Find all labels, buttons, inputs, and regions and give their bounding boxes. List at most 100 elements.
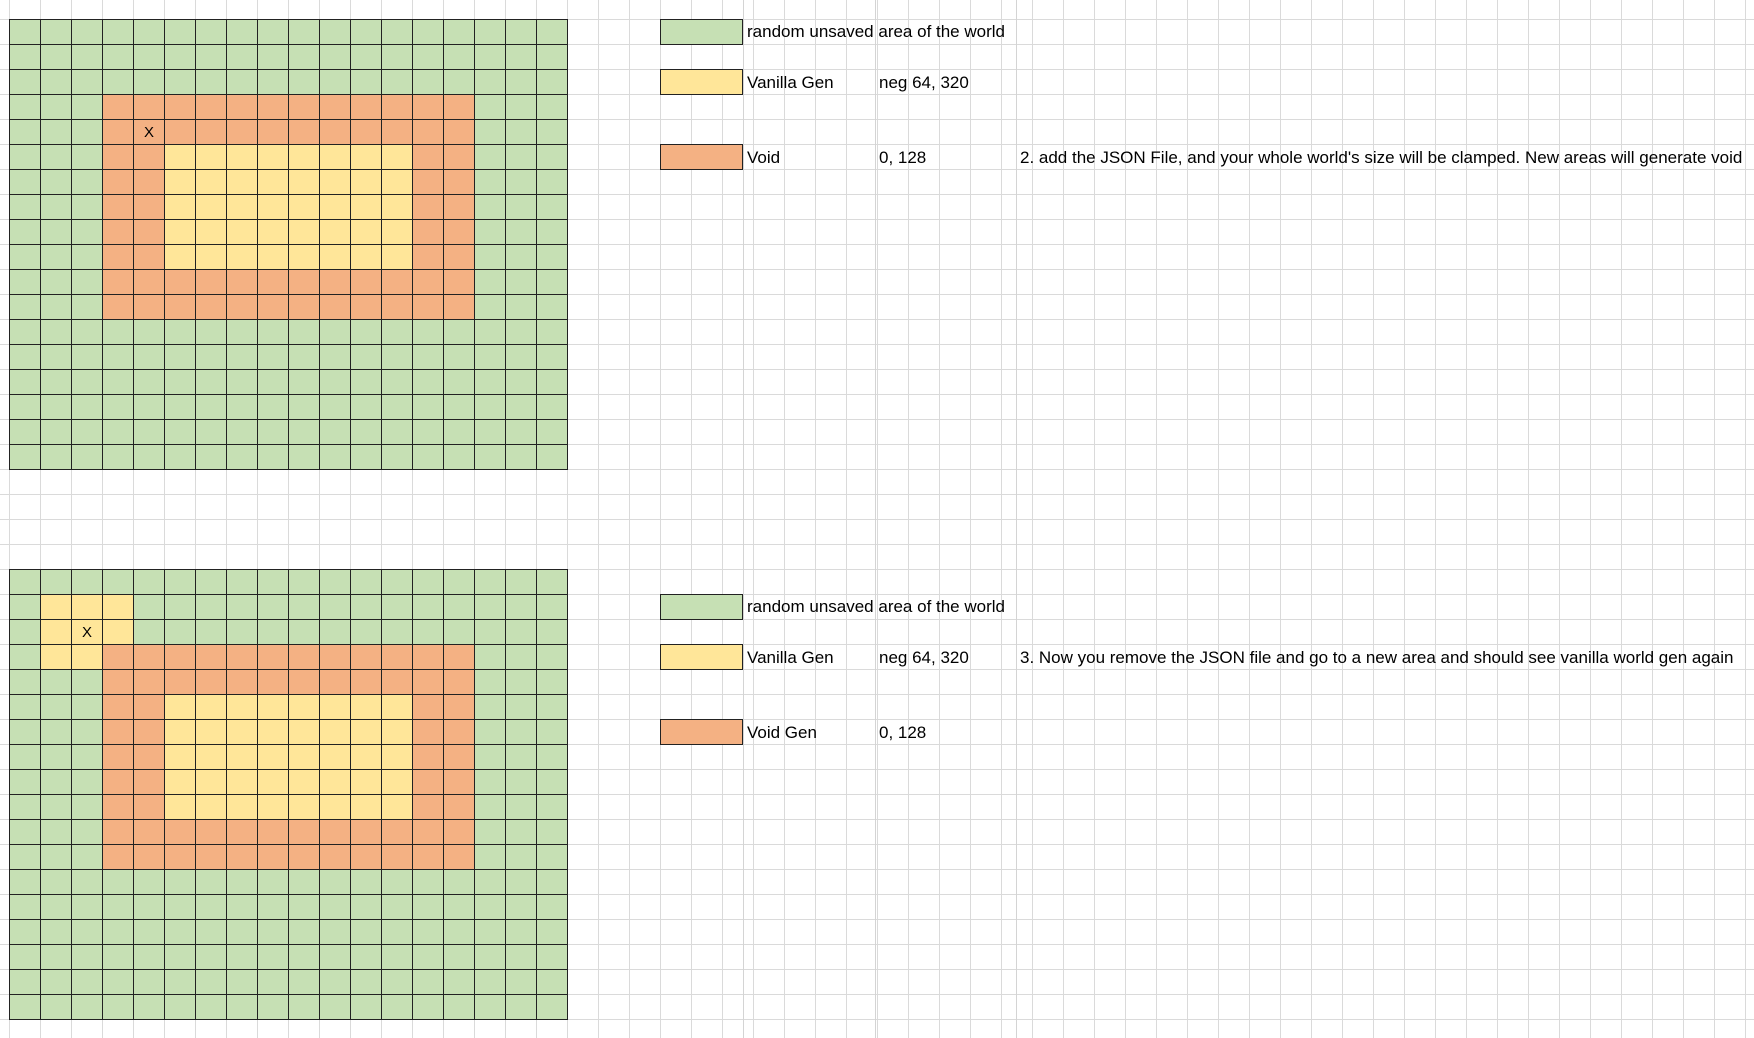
legend-swatch-unsaved	[660, 594, 743, 620]
vanilla-chunk	[382, 770, 413, 795]
unsaved-chunk	[351, 395, 382, 420]
unsaved-chunk	[537, 295, 568, 320]
unsaved-chunk	[72, 20, 103, 45]
vanilla-chunk	[289, 795, 320, 820]
unsaved-chunk	[537, 370, 568, 395]
unsaved-chunk	[165, 870, 196, 895]
void-chunk	[134, 145, 165, 170]
void-chunk	[258, 645, 289, 670]
unsaved-chunk	[10, 570, 41, 595]
unsaved-chunk	[41, 995, 72, 1020]
vanilla-chunk	[196, 795, 227, 820]
unsaved-chunk	[444, 345, 475, 370]
unsaved-chunk	[475, 245, 506, 270]
unsaved-chunk	[227, 70, 258, 95]
void-chunk	[444, 795, 475, 820]
unsaved-chunk	[413, 945, 444, 970]
unsaved-chunk	[134, 420, 165, 445]
unsaved-chunk	[72, 220, 103, 245]
unsaved-chunk	[444, 870, 475, 895]
unsaved-chunk	[506, 245, 537, 270]
void-chunk	[413, 220, 444, 245]
vanilla-chunk	[227, 695, 258, 720]
unsaved-chunk	[351, 970, 382, 995]
unsaved-chunk	[258, 595, 289, 620]
void-chunk	[165, 295, 196, 320]
void-chunk	[103, 145, 134, 170]
vanilla-chunk	[289, 770, 320, 795]
vanilla-chunk	[351, 695, 382, 720]
unsaved-chunk	[289, 920, 320, 945]
unsaved-chunk	[413, 395, 444, 420]
unsaved-chunk	[41, 895, 72, 920]
vanilla-chunk	[320, 195, 351, 220]
unsaved-chunk	[289, 570, 320, 595]
unsaved-chunk	[537, 695, 568, 720]
unsaved-chunk	[10, 645, 41, 670]
unsaved-chunk	[10, 820, 41, 845]
unsaved-chunk	[289, 945, 320, 970]
unsaved-chunk	[320, 20, 351, 45]
unsaved-chunk	[537, 945, 568, 970]
unsaved-chunk	[258, 570, 289, 595]
unsaved-chunk	[41, 845, 72, 870]
unsaved-chunk	[103, 20, 134, 45]
void-chunk	[413, 295, 444, 320]
unsaved-chunk	[103, 995, 134, 1020]
unsaved-chunk	[413, 45, 444, 70]
unsaved-chunk	[382, 895, 413, 920]
unsaved-chunk	[10, 220, 41, 245]
void-chunk	[134, 295, 165, 320]
unsaved-chunk	[41, 320, 72, 345]
vanilla-chunk	[289, 695, 320, 720]
vanilla-chunk	[351, 245, 382, 270]
unsaved-chunk	[475, 295, 506, 320]
unsaved-chunk	[351, 620, 382, 645]
unsaved-chunk	[72, 770, 103, 795]
unsaved-chunk	[444, 320, 475, 345]
void-chunk	[134, 695, 165, 720]
void-chunk	[289, 120, 320, 145]
void-chunk	[103, 695, 134, 720]
unsaved-chunk	[537, 995, 568, 1020]
unsaved-chunk	[506, 45, 537, 70]
unsaved-chunk	[506, 445, 537, 470]
unsaved-chunk	[351, 895, 382, 920]
unsaved-chunk	[506, 695, 537, 720]
unsaved-chunk	[475, 70, 506, 95]
unsaved-chunk	[227, 445, 258, 470]
unsaved-chunk	[537, 645, 568, 670]
void-chunk	[103, 120, 134, 145]
void-chunk	[444, 845, 475, 870]
unsaved-chunk	[10, 870, 41, 895]
vanilla-chunk	[258, 795, 289, 820]
unsaved-chunk	[227, 970, 258, 995]
void-chunk	[165, 820, 196, 845]
unsaved-chunk	[475, 420, 506, 445]
void-chunk	[382, 645, 413, 670]
unsaved-chunk	[537, 120, 568, 145]
unsaved-chunk	[41, 45, 72, 70]
unsaved-chunk	[475, 195, 506, 220]
unsaved-chunk	[475, 370, 506, 395]
unsaved-chunk	[10, 145, 41, 170]
unsaved-chunk	[72, 320, 103, 345]
void-chunk	[134, 820, 165, 845]
unsaved-chunk	[72, 445, 103, 470]
unsaved-chunk	[258, 45, 289, 70]
unsaved-chunk	[10, 345, 41, 370]
void-chunk	[134, 720, 165, 745]
unsaved-chunk	[134, 920, 165, 945]
void-chunk	[165, 95, 196, 120]
vanilla-chunk	[196, 145, 227, 170]
void-chunk	[196, 845, 227, 870]
unsaved-chunk	[196, 570, 227, 595]
unsaved-chunk	[382, 595, 413, 620]
unsaved-chunk	[537, 620, 568, 645]
column-divider	[875, 0, 876, 1038]
void-chunk	[103, 170, 134, 195]
unsaved-chunk	[196, 45, 227, 70]
unsaved-chunk	[382, 320, 413, 345]
void-chunk	[444, 195, 475, 220]
void-chunk	[165, 670, 196, 695]
